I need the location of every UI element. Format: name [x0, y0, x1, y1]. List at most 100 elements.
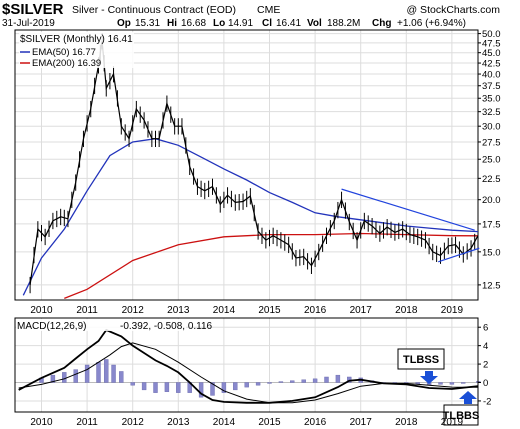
volume-label: Vol	[307, 18, 322, 29]
year-label: 2016	[304, 305, 327, 316]
ema200-line	[64, 232, 479, 300]
change-label: Chg	[372, 18, 391, 29]
year-label: 2015	[258, 305, 281, 316]
price-axis: 12.5 15.0 17.5 20.0 22.5 25.0 27.5 30.0 32.5 35.0…	[478, 29, 501, 291]
time-axis-macd: 2010 2011 2012 2013 2014 2015 2016 2017 2018 2019	[30, 417, 463, 428]
chart-description: Silver - Continuous Contract (EOD)	[72, 4, 236, 16]
open-value: 15.31	[135, 18, 160, 29]
price-tick-label: 35.0	[482, 94, 501, 105]
year-label: 2019	[441, 305, 464, 316]
price-panel-border	[14, 29, 479, 301]
histogram-bar	[176, 382, 181, 393]
year-label: 2019	[441, 417, 464, 428]
year-label: 2016	[304, 417, 327, 428]
high-value: 16.68	[181, 18, 206, 29]
histogram-bar	[255, 382, 261, 386]
year-label: 2010	[30, 417, 53, 428]
macd-tick-label: 2	[483, 360, 488, 371]
tlbss-label: TLBSS	[403, 354, 439, 366]
macd-tick-label: 6	[483, 323, 488, 334]
year-label: 2011	[76, 417, 98, 428]
histogram-bar	[119, 371, 124, 383]
macd-label: MACD(12,26,9)	[17, 321, 86, 332]
open-label: Op	[117, 18, 131, 29]
year-label: 2013	[167, 417, 190, 428]
histogram-bar	[335, 374, 341, 383]
time-axis-main: 2010 2011 2012 2013 2014 2015 2016 2017 2018 2019	[30, 305, 463, 316]
copyright-text: @ StockCharts.com	[406, 4, 500, 16]
price-tick-label: 17.5	[482, 219, 501, 230]
year-label: 2010	[30, 305, 53, 316]
year-label: 2017	[350, 305, 373, 316]
histogram-bar	[130, 382, 135, 386]
price-tick-label: 45.0	[482, 48, 501, 59]
legend-box	[19, 32, 134, 68]
high-label: Hi	[167, 18, 177, 29]
macd-tick-label: 0	[483, 378, 488, 389]
histogram-bar	[104, 359, 109, 383]
histogram-bar	[50, 374, 56, 383]
tlbss-box	[397, 348, 445, 370]
histogram-bar	[73, 369, 78, 383]
histogram-bar	[312, 378, 318, 383]
price-tick-label: 25.0	[482, 155, 501, 166]
price-grid	[15, 30, 478, 300]
legend-ema50: EMA(50) 16.77	[32, 47, 96, 58]
price-tick-label: 22.5	[482, 174, 501, 185]
histogram-bar	[210, 382, 215, 396]
histogram-bar	[164, 382, 170, 392]
histogram-bar	[198, 382, 204, 398]
histogram-bar	[153, 382, 158, 393]
histogram-bar	[267, 382, 272, 384]
histogram-bar	[221, 382, 227, 393]
histogram-bar	[290, 380, 295, 383]
histogram-bar	[438, 382, 443, 385]
histogram-bar	[96, 362, 101, 383]
year-label: 2014	[213, 305, 236, 316]
close-value: 16.41	[276, 18, 301, 29]
macd-tick-label: 4	[483, 341, 488, 352]
year-label: 2012	[122, 305, 145, 316]
year-label: 2013	[167, 305, 190, 316]
year-label: 2014	[213, 417, 236, 428]
year-label: 2011	[76, 305, 98, 316]
price-tick-label: 47.5	[482, 38, 501, 49]
year-label: 2017	[350, 417, 373, 428]
chart-date: 31-Jul-2019	[2, 18, 55, 29]
year-label: 2015	[258, 417, 281, 428]
price-tick-label: 32.5	[482, 107, 501, 118]
trendlines	[29, 33, 480, 294]
change-value: +1.06 (+6.94%)	[397, 18, 466, 29]
price-line	[29, 40, 479, 285]
year-label: 2018	[395, 417, 418, 428]
price-tick-label: 27.5	[482, 137, 501, 148]
macd-axis: 6 4 2 0 -2	[478, 323, 491, 407]
histogram-bar	[84, 364, 90, 383]
tlbbs-label: TLBBS	[443, 410, 480, 422]
histogram-bar	[111, 364, 116, 383]
low-label: Lo	[213, 18, 225, 29]
year-label: 2012	[122, 417, 145, 428]
macd-tick-label: -2	[483, 396, 491, 407]
macd-panel-border	[14, 317, 479, 413]
histogram-bar	[141, 382, 147, 391]
histogram-bar	[62, 372, 67, 383]
macd-values: -0.392, -0.508, 0.116	[120, 321, 213, 332]
tlbbs-box	[443, 404, 479, 426]
price-tick-label: 15.0	[482, 247, 501, 258]
down-arrow-icon	[420, 371, 438, 384]
trendline	[438, 247, 480, 263]
macd-label-box	[16, 319, 186, 331]
price-tick-label: 50.0	[482, 29, 501, 40]
ema50-line	[22, 138, 479, 296]
macd-panel: 6 4 2 0 -2 MACD(12,26,9) -0.392, -0.508, 0.1…	[14, 317, 491, 426]
price-tick-label: 42.5	[482, 59, 501, 70]
close-label: Cl	[262, 18, 272, 29]
legend-ema200: EMA(200) 16.39	[32, 58, 101, 69]
chart-symbol: $SILVER	[2, 1, 64, 18]
up-arrow-icon	[459, 391, 477, 404]
chart-exchange: CME	[257, 4, 280, 16]
trendline	[341, 188, 475, 231]
price-tick-label: 37.5	[482, 81, 501, 92]
histogram-bar	[244, 382, 249, 388]
